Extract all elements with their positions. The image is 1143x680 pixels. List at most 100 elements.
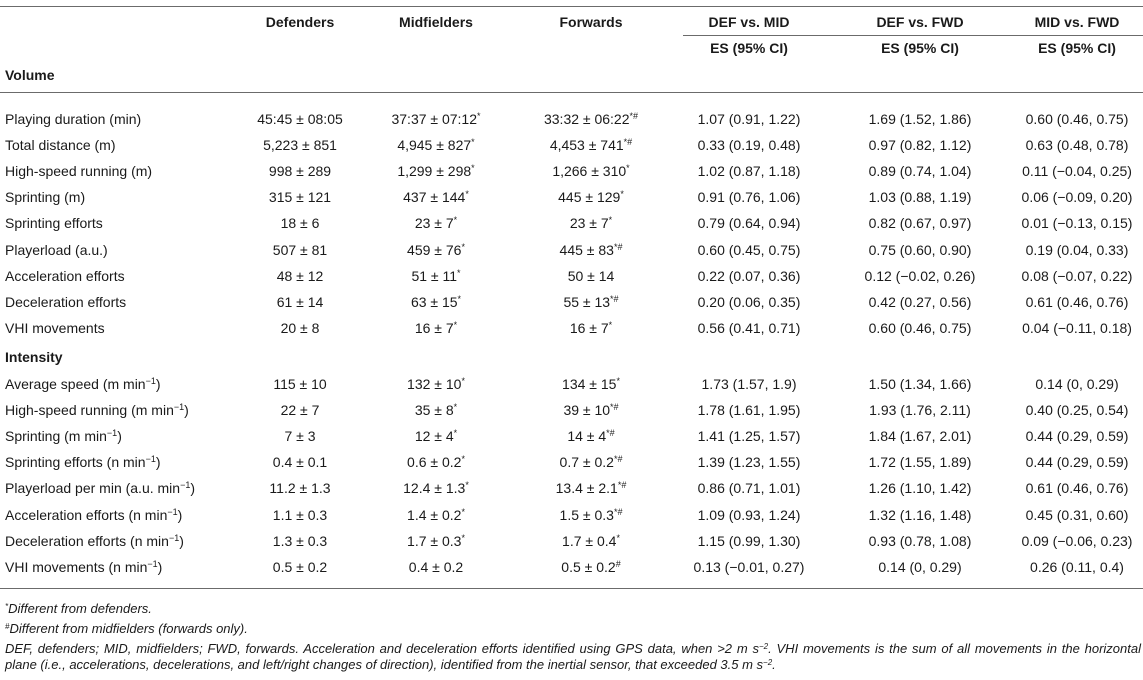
cell-fwd: 445 ± 83*#: [559, 242, 623, 258]
cell-mf: 0.44 (0.29, 0.59): [1025, 428, 1129, 444]
cell-mid: 12.4 ± 1.3*: [403, 480, 469, 496]
es-label-def-vs-mid: ES (95% CI): [710, 40, 788, 56]
cell-mid: 1.4 ± 0.2*: [407, 507, 465, 523]
row-label: High-speed running (m): [5, 163, 153, 179]
cell-dm: 1.73 (1.57, 1.9): [701, 376, 797, 392]
cell-dm: 1.02 (0.87, 1.18): [697, 163, 801, 179]
cell-fwd: 16 ± 7*: [569, 320, 613, 336]
cell-mid: 35 ± 8*: [414, 402, 458, 418]
cell-mid: 12 ± 4*: [414, 428, 458, 444]
cell-dm: 0.56 (0.41, 0.71): [697, 320, 801, 336]
cell-dm: 0.13 (−0.01, 0.27): [693, 559, 805, 575]
cell-fwd: 13.4 ± 2.1*#: [555, 480, 627, 496]
row-label: VHI movements (n min−1): [5, 559, 163, 575]
header-rule-mid: [683, 35, 1143, 36]
row-label: Playerload per min (a.u. min−1): [5, 480, 196, 496]
cell-df: 0.89 (0.74, 1.04): [868, 163, 972, 179]
cell-mf: 0.06 (−0.09, 0.20): [1021, 189, 1133, 205]
cell-dm: 1.09 (0.93, 1.24): [697, 507, 801, 523]
cell-fwd: 134 ± 15*: [562, 376, 620, 392]
row-label: Playing duration (min): [5, 111, 142, 127]
cell-dm: 0.33 (0.19, 0.48): [697, 137, 801, 153]
cell-mf: 0.19 (0.04, 0.33): [1025, 242, 1129, 258]
row-label: Average speed (m min−1): [5, 376, 161, 392]
cell-mid: 23 ± 7*: [414, 215, 458, 231]
cell-mid: 0.6 ± 0.2*: [407, 454, 465, 470]
row-label: VHI movements: [5, 320, 105, 336]
cell-def: 0.5 ± 0.2: [272, 559, 328, 575]
section-intensity: Intensity: [5, 349, 63, 365]
cell-fwd: 50 ± 14: [567, 268, 615, 284]
row-label: Sprinting (m min−1): [5, 428, 122, 444]
cell-dm: 1.41 (1.25, 1.57): [697, 428, 801, 444]
cell-mf: 0.01 (−0.13, 0.15): [1021, 215, 1133, 231]
cell-dm: 1.07 (0.91, 1.22): [697, 111, 801, 127]
cell-dm: 0.20 (0.06, 0.35): [697, 294, 801, 310]
cell-def: 18 ± 6: [280, 215, 320, 231]
cell-def: 0.4 ± 0.1: [272, 454, 328, 470]
cell-df: 1.03 (0.88, 1.19): [868, 189, 972, 205]
cell-dm: 0.60 (0.45, 0.75): [697, 242, 801, 258]
cell-df: 1.50 (1.34, 1.66): [868, 376, 972, 392]
cell-mid: 459 ± 76*: [407, 242, 465, 258]
cell-mid: 16 ± 7*: [414, 320, 458, 336]
col-header-forwards: Forwards: [559, 14, 623, 30]
cell-dm: 0.91 (0.76, 1.06): [697, 189, 801, 205]
cell-mid: 37:37 ± 07:12*: [391, 111, 481, 127]
cell-df: 1.32 (1.16, 1.48): [868, 507, 972, 523]
cell-mf: 0.60 (0.46, 0.75): [1025, 111, 1129, 127]
cell-mid: 1.7 ± 0.3*: [407, 533, 465, 549]
row-label: Sprinting (m): [5, 189, 86, 205]
row-label: Acceleration efforts: [5, 268, 125, 284]
cell-fwd: 1.7 ± 0.4*: [562, 533, 620, 549]
cell-mf: 0.08 (−0.07, 0.22): [1021, 268, 1133, 284]
cell-df: 1.84 (1.67, 2.01): [868, 428, 972, 444]
es-label-mid-vs-fwd: ES (95% CI): [1038, 40, 1116, 56]
col-header-defenders: Defenders: [265, 14, 335, 30]
cell-fwd: 0.5 ± 0.2#: [561, 559, 621, 575]
cell-fwd: 1,266 ± 310*: [552, 163, 630, 179]
cell-mf: 0.61 (0.46, 0.76): [1025, 480, 1129, 496]
cell-def: 7 ± 3: [284, 428, 316, 444]
col-header-mid-vs-fwd: MID vs. FWD: [1034, 14, 1120, 30]
cell-fwd: 33:32 ± 06:22*#: [543, 111, 639, 127]
footnote-1: *Different from defenders.: [5, 601, 152, 616]
cell-fwd: 445 ± 129*: [558, 189, 624, 205]
cell-def: 11.2 ± 1.3: [269, 480, 331, 496]
cell-dm: 0.22 (0.07, 0.36): [697, 268, 801, 284]
cell-mf: 0.04 (−0.11, 0.18): [1022, 320, 1132, 336]
cell-df: 1.93 (1.76, 2.11): [869, 402, 971, 418]
col-header-def-vs-mid: DEF vs. MID: [708, 14, 790, 30]
cell-def: 20 ± 8: [280, 320, 320, 336]
cell-mid: 437 ± 144*: [403, 189, 469, 205]
cell-dm: 1.78 (1.61, 1.95): [697, 402, 801, 418]
cell-def: 998 ± 289: [268, 163, 332, 179]
cell-df: 0.82 (0.67, 0.97): [868, 215, 972, 231]
cell-mf: 0.40 (0.25, 0.54): [1025, 402, 1129, 418]
cell-def: 45:45 ± 08:05: [257, 111, 343, 127]
col-header-def-vs-fwd: DEF vs. FWD: [876, 14, 964, 30]
cell-fwd: 1.5 ± 0.3*#: [559, 507, 623, 523]
cell-mid: 0.4 ± 0.2: [408, 559, 464, 575]
cell-df: 0.97 (0.82, 1.12): [868, 137, 972, 153]
cell-fwd: 14 ± 4*#: [567, 428, 615, 444]
row-label: Playerload (a.u.): [5, 242, 108, 258]
cell-mf: 0.63 (0.48, 0.78): [1025, 137, 1129, 153]
cell-mid: 4,945 ± 827*: [397, 137, 475, 153]
row-label: Sprinting efforts (n min−1): [5, 454, 161, 470]
cell-df: 1.72 (1.55, 1.89): [868, 454, 972, 470]
cell-dm: 0.79 (0.64, 0.94): [697, 215, 801, 231]
cell-mf: 0.14 (0, 0.29): [1035, 376, 1119, 392]
cell-df: 0.93 (0.78, 1.08): [868, 533, 972, 549]
cell-dm: 0.86 (0.71, 1.01): [697, 480, 801, 496]
cell-df: 0.14 (0, 0.29): [878, 559, 962, 575]
cell-def: 315 ± 121: [268, 189, 332, 205]
cell-def: 1.1 ± 0.3: [272, 507, 328, 523]
row-label: Sprinting efforts: [5, 215, 103, 231]
row-label: Deceleration efforts: [5, 294, 127, 310]
cell-df: 1.69 (1.52, 1.86): [868, 111, 972, 127]
cell-mf: 0.09 (−0.06, 0.23): [1021, 533, 1133, 549]
cell-df: 0.42 (0.27, 0.56): [868, 294, 972, 310]
row-label: Acceleration efforts (n min−1): [5, 507, 183, 523]
table-bottom-rule: [0, 588, 1143, 589]
